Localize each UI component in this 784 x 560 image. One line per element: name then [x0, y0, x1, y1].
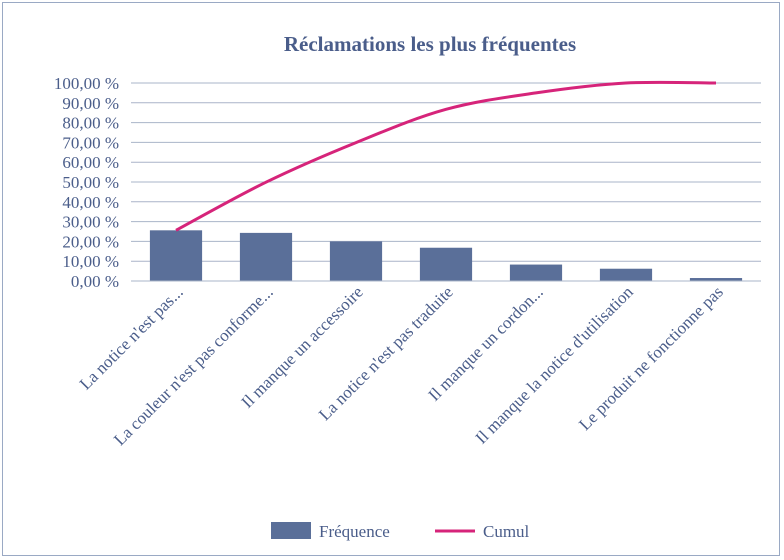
x-tick-label: Le produit ne fonctionne pas	[575, 282, 727, 434]
bar	[689, 278, 743, 281]
y-axis: 0,00 %10,00 %20,00 %30,00 %40,00 %50,00 …	[54, 74, 119, 291]
bar	[149, 230, 203, 281]
bar	[599, 268, 653, 281]
y-tick-label: 30,00 %	[62, 213, 119, 232]
legend: Fréquence Cumul	[271, 522, 530, 541]
y-tick-label: 10,00 %	[62, 252, 119, 271]
bar	[239, 232, 293, 281]
x-tick-label: Il manque la notice d'utilisation	[472, 282, 638, 448]
x-tick-label: La couleur n'est pas conforme...	[110, 282, 277, 449]
y-tick-label: 100,00 %	[54, 74, 119, 93]
line-series	[175, 80, 717, 232]
pareto-chart: Réclamations les plus fréquentes 0,00 %1…	[54, 32, 761, 541]
legend-label-cumul: Cumul	[483, 522, 530, 541]
bar	[509, 264, 563, 281]
y-tick-label: 80,00 %	[62, 114, 119, 133]
bar-series	[149, 230, 743, 281]
x-axis: La notice n'est pas...La couleur n'est p…	[76, 280, 761, 449]
gridlines	[131, 82, 761, 282]
y-tick-label: 60,00 %	[62, 153, 119, 172]
legend-swatch-frequence	[271, 522, 311, 539]
bar	[329, 241, 383, 281]
y-tick-label: 20,00 %	[62, 232, 119, 251]
y-tick-label: 90,00 %	[62, 94, 119, 113]
y-tick-label: 50,00 %	[62, 173, 119, 192]
y-tick-label: 40,00 %	[62, 193, 119, 212]
y-tick-label: 0,00 %	[71, 272, 119, 291]
y-tick-label: 70,00 %	[62, 133, 119, 152]
bar	[419, 247, 473, 281]
chart-title: Réclamations les plus fréquentes	[284, 32, 576, 56]
cumul-line	[175, 80, 717, 232]
legend-label-frequence: Fréquence	[319, 522, 390, 541]
